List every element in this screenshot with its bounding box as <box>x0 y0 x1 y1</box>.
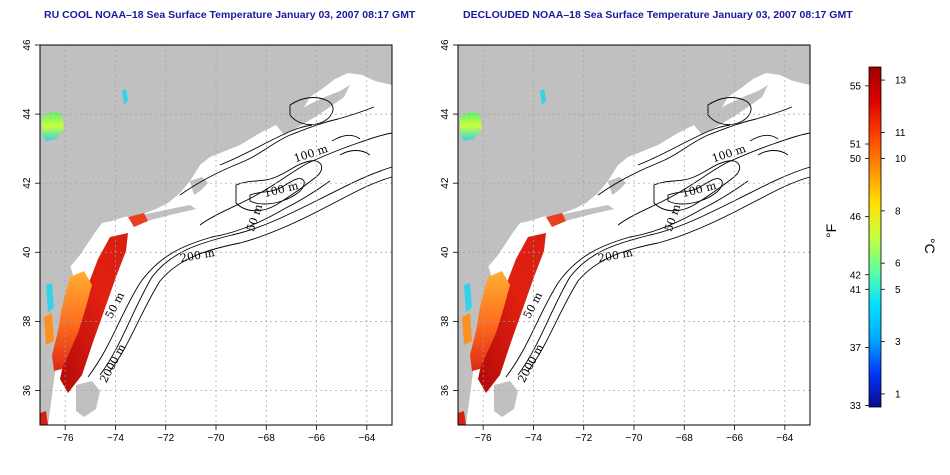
lat-tick-label: 36 <box>440 384 451 396</box>
celsius-unit-label: °C <box>922 238 938 254</box>
fahrenheit-tick-label: 42 <box>850 270 862 281</box>
colorbar-fahrenheit-ticks: 55 51 50 46 42 41 37 33 <box>850 81 869 412</box>
celsius-tick-label: 13 <box>895 76 907 87</box>
lon-tick-label: −66 <box>308 433 325 444</box>
axis-ticks-right: −76 −74 −72 −70 −68 −66 −64 36 38 40 42 44 46 <box>440 39 794 444</box>
colorbar-celsius-ticks: 13 11 10 8 6 5 3 1 <box>881 76 907 400</box>
lon-tick-label: −70 <box>626 433 643 444</box>
fahrenheit-tick-label: 50 <box>850 154 862 165</box>
lon-tick-label: −74 <box>107 433 124 444</box>
lon-tick-label: −64 <box>776 433 793 444</box>
fahrenheit-unit-label: °F <box>823 224 839 238</box>
lat-tick-label: 42 <box>22 177 33 189</box>
lat-tick-label: 44 <box>440 108 451 120</box>
colorbar-ramp <box>868 66 882 408</box>
lon-tick-label: −76 <box>475 433 492 444</box>
fahrenheit-tick-label: 37 <box>850 343 862 354</box>
celsius-tick-label: 10 <box>895 154 907 165</box>
map-title-right: DECLOUDED NOAA–18 Sea Surface Temperatur… <box>463 9 853 21</box>
celsius-tick-label: 3 <box>895 337 901 348</box>
lat-tick-label: 40 <box>22 246 33 258</box>
lat-tick-label: 38 <box>22 315 33 327</box>
lat-tick-label: 36 <box>22 384 33 396</box>
fahrenheit-tick-label: 46 <box>850 212 862 223</box>
axis-ticks-left: −76 −74 −72 −70 −68 −66 −64 36 38 40 42 44 46 <box>22 39 376 444</box>
lat-tick-label: 44 <box>22 108 33 120</box>
celsius-tick-label: 11 <box>895 128 906 139</box>
lat-tick-label: 40 <box>440 246 451 258</box>
lon-tick-label: −74 <box>525 433 542 444</box>
celsius-tick-label: 1 <box>895 389 901 400</box>
lon-tick-label: −70 <box>208 433 225 444</box>
fahrenheit-tick-label: 55 <box>850 81 862 92</box>
contour-depth-label: 200 m <box>597 246 634 265</box>
fahrenheit-tick-label: 41 <box>850 285 862 296</box>
lat-tick-label: 38 <box>440 315 451 327</box>
lon-tick-label: −72 <box>157 433 174 444</box>
lat-tick-label: 42 <box>440 177 451 189</box>
lon-tick-label: −68 <box>258 433 275 444</box>
colorbar: 55 51 50 46 42 41 37 33 13 11 10 8 6 5 3 1 <box>850 66 907 412</box>
celsius-tick-label: 5 <box>895 285 901 296</box>
fahrenheit-tick-label: 33 <box>850 401 862 412</box>
fahrenheit-tick-label: 51 <box>850 140 862 151</box>
map-title-left: RU COOL NOAA–18 Sea Surface Temperature … <box>44 9 416 21</box>
lon-tick-label: −66 <box>726 433 743 444</box>
lon-tick-label: −68 <box>676 433 693 444</box>
lon-tick-label: −72 <box>575 433 592 444</box>
lon-tick-label: −76 <box>57 433 74 444</box>
lat-tick-label: 46 <box>22 39 33 51</box>
celsius-tick-label: 8 <box>895 206 901 217</box>
celsius-tick-label: 6 <box>895 259 901 270</box>
lon-tick-label: −64 <box>358 433 375 444</box>
contour-depth-label: 200 m <box>179 246 216 265</box>
lat-tick-label: 46 <box>440 39 451 51</box>
